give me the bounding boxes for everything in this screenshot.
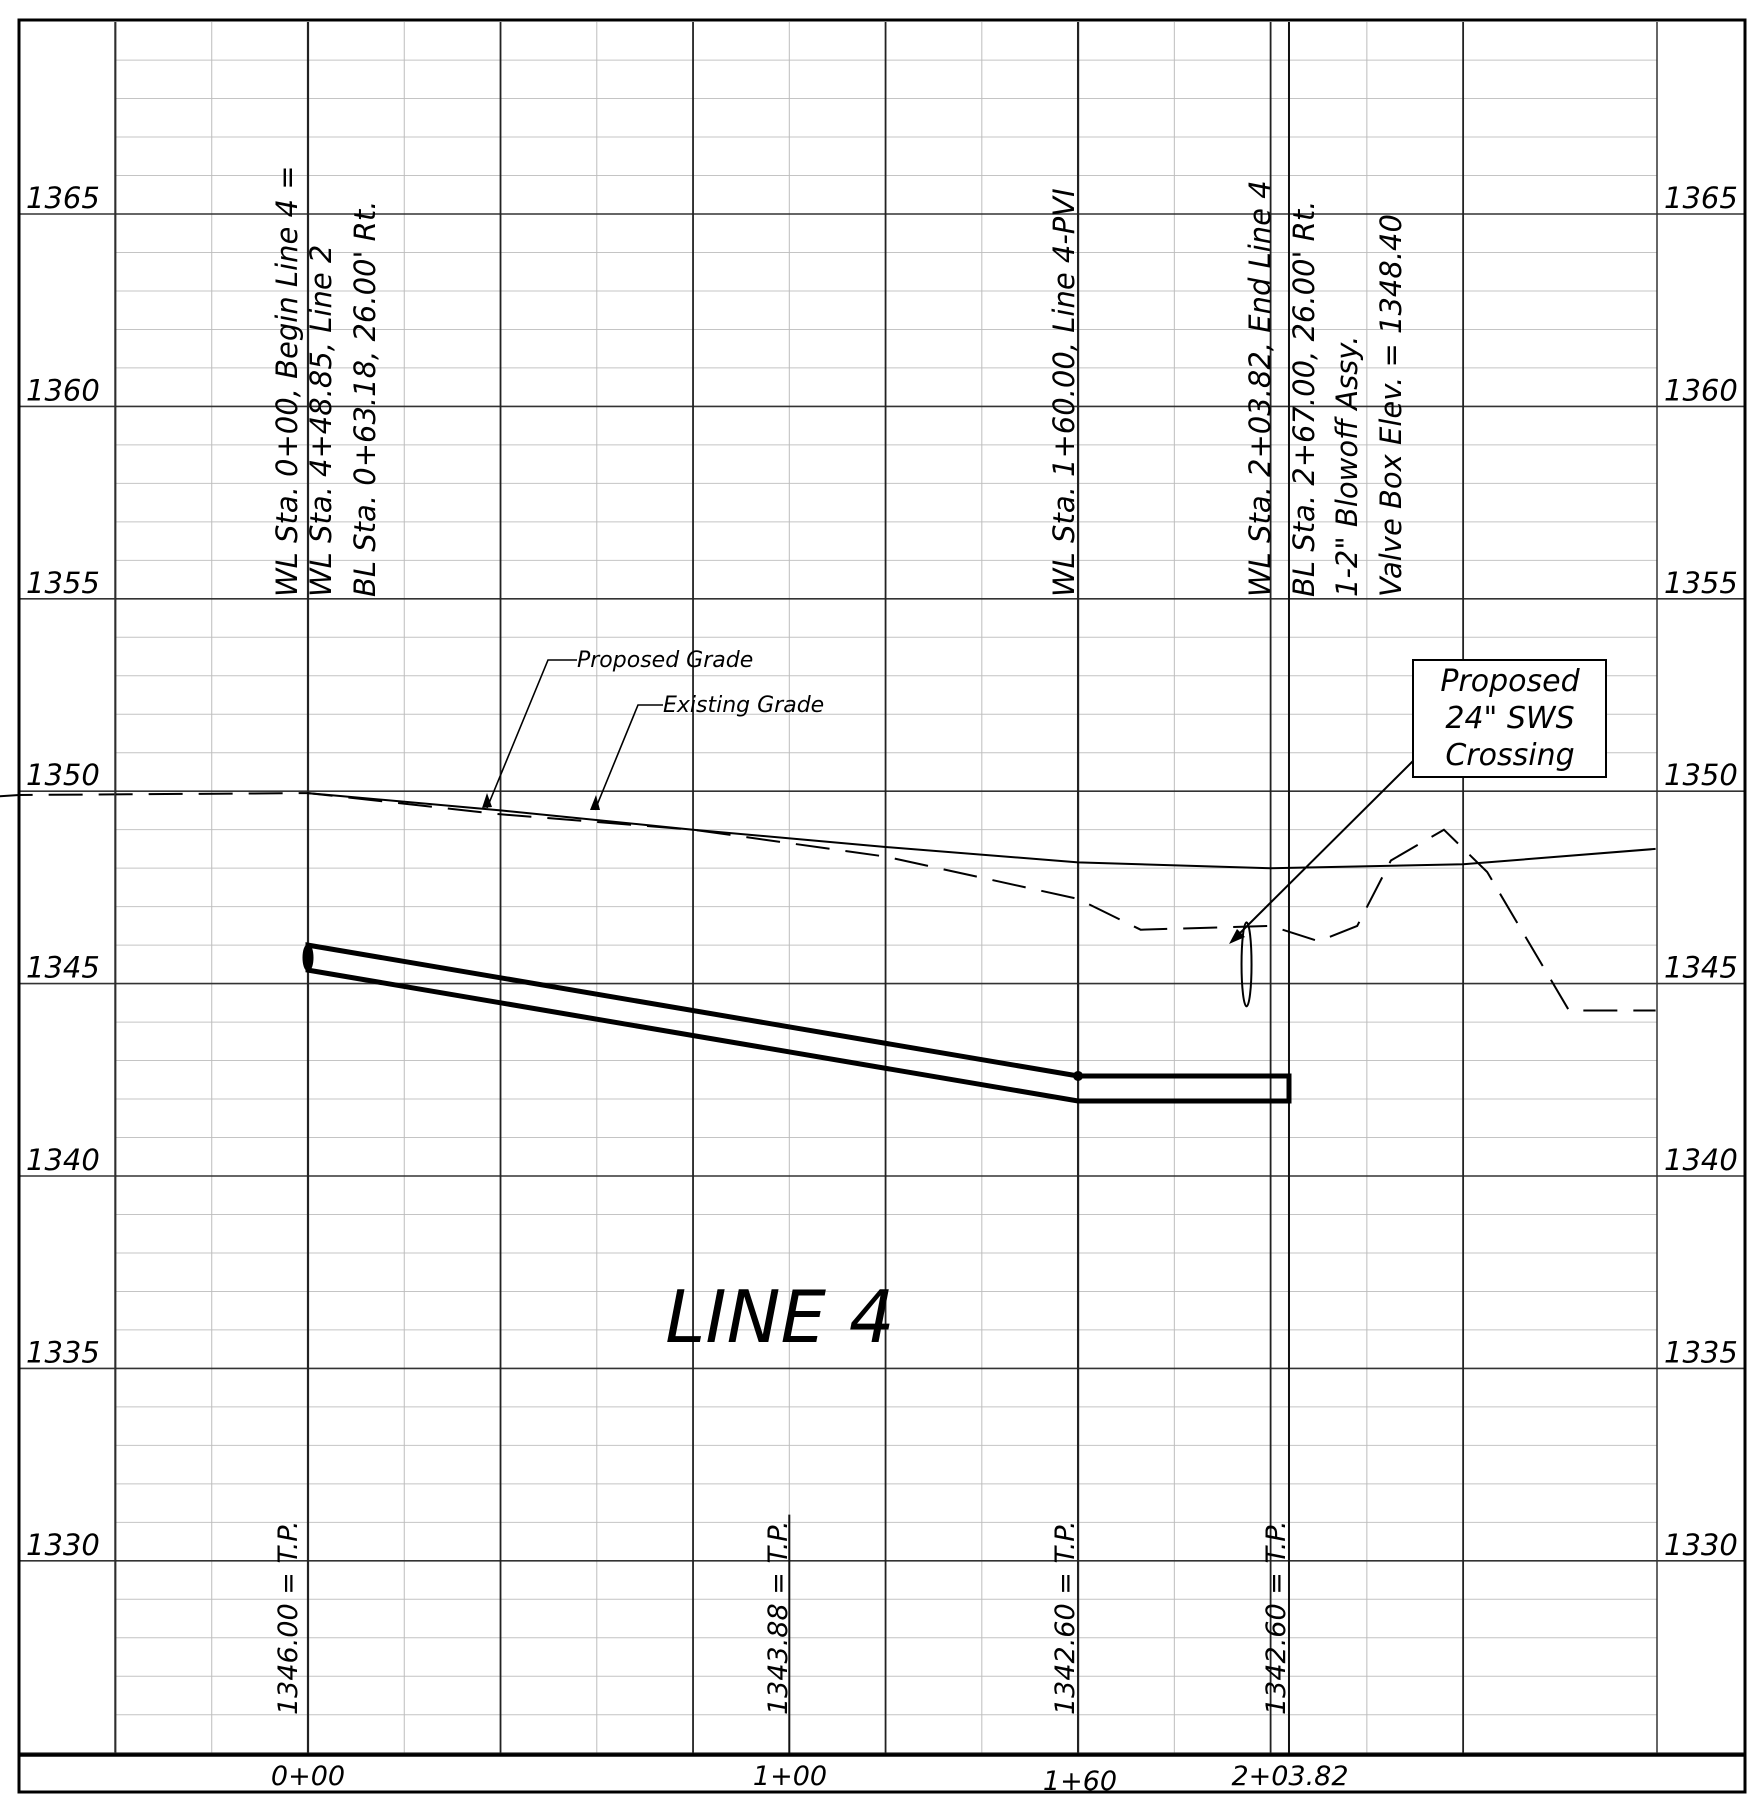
drawing-frame: [17, 18, 1747, 1794]
elevation-label-left: 1345: [26, 951, 100, 985]
elevation-label-left: 1350: [26, 758, 100, 792]
elevation-label-right: 1365: [1664, 181, 1738, 215]
tp-elevation-label: 1342.60 = T.P.: [1050, 1521, 1081, 1715]
proposed-grade-leader: [486, 659, 577, 809]
station-label: 2+03.82: [1231, 1761, 1348, 1792]
station-note: WL Sta. 4+48.85, Line 2: [304, 245, 338, 597]
elevation-label-right: 1360: [1664, 373, 1738, 407]
station-note: 1-2" Blowoff Assy.: [1330, 336, 1364, 597]
existing-grade-arrowhead: [590, 795, 600, 810]
station-label: 1+60: [1043, 1766, 1117, 1797]
elevation-label-right: 1340: [1664, 1143, 1738, 1177]
station-label: 0+00: [271, 1761, 345, 1792]
proposed-grade-arrowhead: [482, 793, 492, 808]
elevation-label-right: 1335: [1664, 1335, 1738, 1369]
elevation-label-left: 1330: [26, 1528, 100, 1562]
elevation-label-right: 1350: [1664, 758, 1738, 792]
callout-leader: [1234, 760, 1414, 939]
elevation-label-left: 1340: [26, 1143, 100, 1177]
proposed-pipe: [302, 921, 1292, 1104]
callout-text: Crossing: [1445, 738, 1574, 773]
station-note: WL Sta. 0+00, Begin Line 4 =: [270, 165, 304, 597]
tp-elevation-label: 1346.00 = T.P.: [273, 1521, 304, 1715]
station-note: WL Sta. 2+03.82, End Line 4: [1243, 180, 1277, 597]
major-grid: [19, 22, 1745, 1755]
drawing-labels: 1365 1365 1360 1360 1355 1355 1350 1350 1345 1345…: [26, 165, 1738, 1797]
callout-box: [1412, 659, 1607, 778]
existing-grade-label: Existing Grade: [663, 693, 824, 718]
existing-grade-line: [0, 792, 1656, 1012]
station-note: Valve Box Elev. = 1348.40: [1374, 214, 1408, 597]
label-leaders: [482, 659, 1414, 944]
elevation-label-left: 1335: [26, 1335, 100, 1369]
grade-lines: [0, 792, 1656, 1012]
elevation-label-right: 1345: [1664, 951, 1738, 985]
proposed-grade-line: [307, 792, 1656, 870]
elevation-label-left: 1365: [26, 181, 100, 215]
existing-grade-leader: [594, 704, 663, 811]
pipe-end-cap: [302, 944, 314, 972]
pipe-outline: [305, 942, 1292, 1104]
callout-arrowhead: [1229, 929, 1245, 944]
station-note: WL Sta. 1+60.00, Line 4-PVI: [1047, 188, 1081, 597]
tp-elevation-label: 1343.88 = T.P.: [763, 1521, 794, 1715]
sheet-border: [17, 18, 1747, 1794]
pvi-marker: [1073, 1070, 1084, 1081]
station-note: BL Sta. 0+63.18, 26.00' Rt.: [348, 201, 382, 597]
callout-text: 24" SWS: [1445, 701, 1574, 736]
elevation-label-right: 1330: [1664, 1528, 1738, 1562]
sws-crossing-pipe: [1240, 921, 1253, 1008]
station-label: 1+00: [753, 1761, 827, 1792]
tp-elevation-label: 1342.60 = T.P.: [1261, 1521, 1292, 1715]
proposed-grade-label: Proposed Grade: [577, 648, 753, 673]
elevation-label-left: 1355: [26, 566, 100, 600]
elevation-label-left: 1360: [26, 373, 100, 407]
callout-text: Proposed: [1440, 664, 1580, 699]
elevation-label-right: 1355: [1664, 566, 1738, 600]
drawing-title: LINE 4: [665, 1275, 894, 1359]
station-note: BL Sta. 2+67.00, 26.00' Rt.: [1287, 201, 1321, 597]
